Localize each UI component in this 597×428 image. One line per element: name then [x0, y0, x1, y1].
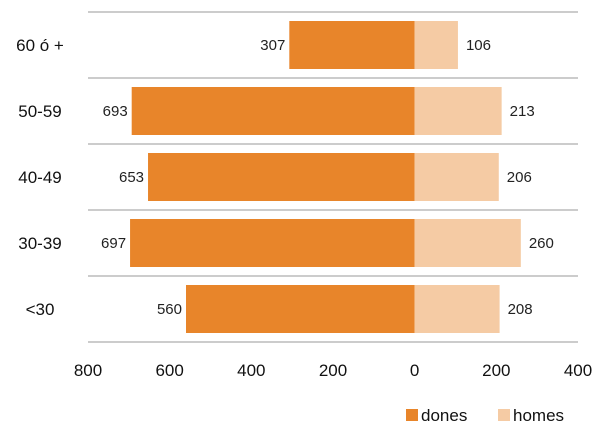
- data-label-homes: 208: [508, 301, 533, 318]
- legend: dones homes: [406, 406, 564, 425]
- category-gridlines: [88, 11, 578, 343]
- category-label: 50-59: [18, 102, 61, 121]
- bar-homes: [414, 87, 502, 135]
- data-label-dones: 693: [103, 103, 128, 120]
- bar-dones: [130, 219, 415, 267]
- data-label-dones: 307: [260, 37, 285, 54]
- data-label-dones: 653: [119, 169, 144, 186]
- x-tick-label: 400: [237, 361, 265, 380]
- data-label-homes: 260: [529, 235, 554, 252]
- bar-dones: [131, 87, 415, 135]
- data-label-homes: 106: [466, 37, 491, 54]
- bar-dones: [148, 153, 415, 201]
- data-labels: 307 106 693 213 653 206 697 260 560 208: [101, 37, 554, 318]
- bar-dones: [289, 21, 415, 69]
- bar-homes: [414, 153, 499, 201]
- category-label: 30-39: [18, 234, 61, 253]
- legend-swatch: [498, 409, 510, 421]
- x-axis-ticks: 800 600 400 200 0 200 400: [74, 361, 592, 380]
- x-tick-label: 200: [319, 361, 347, 380]
- category-label: <30: [26, 300, 55, 319]
- category-label: 60 ó +: [16, 36, 64, 55]
- x-tick-label: 0: [410, 361, 419, 380]
- x-tick-label: 800: [74, 361, 102, 380]
- data-label-homes: 213: [510, 103, 535, 120]
- x-tick-label: 400: [564, 361, 592, 380]
- data-label-dones: 697: [101, 235, 126, 252]
- data-label-dones: 560: [157, 301, 182, 318]
- bars: [130, 21, 521, 333]
- legend-label: dones: [421, 406, 467, 425]
- bar-homes: [414, 21, 458, 69]
- x-tick-label: 600: [155, 361, 183, 380]
- x-tick-label: 200: [482, 361, 510, 380]
- bar-dones: [186, 285, 415, 333]
- legend-swatch: [406, 409, 418, 421]
- bar-homes: [414, 285, 500, 333]
- category-labels: 60 ó + 50-59 40-49 30-39 <30: [16, 36, 64, 319]
- bar-homes: [414, 219, 521, 267]
- category-label: 40-49: [18, 168, 61, 187]
- legend-label: homes: [513, 406, 564, 425]
- data-label-homes: 206: [507, 169, 532, 186]
